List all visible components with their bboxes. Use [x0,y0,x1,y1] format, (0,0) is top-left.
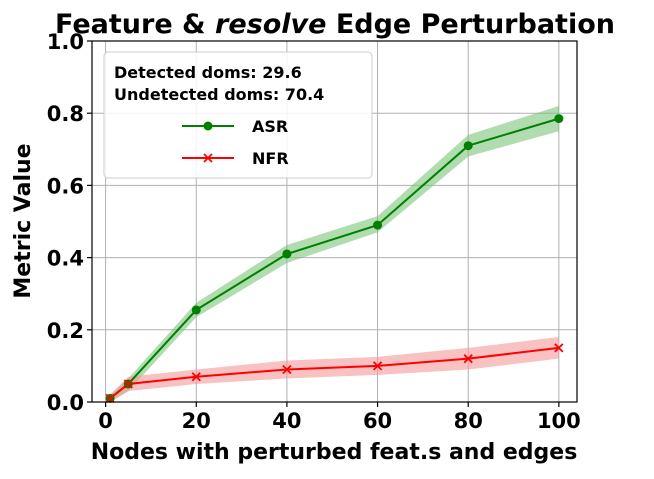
y-axis-ticks: 0.0 0.2 0.4 0.6 0.8 1.0 [47,30,92,415]
confidence-bands [110,105,559,402]
asr-point-3 [282,249,292,259]
x-tick-label-0: 0 [98,409,113,433]
y-tick-label-1: 0.2 [47,319,84,343]
legend-box [103,51,373,179]
asr-point-5 [463,141,473,151]
nfr-point-5 [463,354,473,364]
legend-nfr-label: NFR [252,149,289,168]
y-tick-label-5: 1.0 [47,30,84,54]
x-axis-ticks: 0 20 40 60 80 100 [98,402,581,433]
asr-point-2 [191,305,201,315]
nfr-band [110,337,559,402]
legend-nfr-marker [203,153,213,163]
legend-note-undetected: Undetected doms: 70.4 [114,85,324,104]
legend-note-detected: Detected doms: 29.6 [114,63,302,82]
asr-band [110,105,559,402]
y-axis-label: Metric Value [11,143,36,298]
x-tick-label-2: 40 [272,409,301,433]
legend: Detected doms: 29.6 Undetected doms: 70.… [103,51,373,179]
y-tick-label-0: 0.0 [47,391,84,415]
y-tick-label-4: 0.8 [47,102,84,126]
x-axis-label: Nodes with perturbed feat.s and edges [91,440,578,465]
legend-asr-marker [203,121,213,131]
x-tick-label-5: 100 [537,409,581,433]
x-tick-label-1: 20 [182,409,211,433]
x-tick-label-4: 80 [454,409,483,433]
nfr-point-6 [554,343,564,353]
series-markers [105,114,564,404]
plot-frame [91,40,578,403]
nfr-point-2 [191,372,201,382]
asr-point-4 [373,220,383,230]
nfr-point-1 [123,379,133,389]
y-tick-label-3: 0.6 [47,174,84,198]
asr-point-6 [554,114,564,124]
legend-asr-label: ASR [252,117,288,136]
nfr-point-0 [105,393,115,404]
nfr-point-4 [372,361,383,371]
nfr-point-3 [282,364,292,375]
x-tick-label-3: 60 [363,409,392,433]
y-tick-label-2: 0.4 [47,247,84,271]
chart-title: Feature & resolve Edge Perturbation [55,9,615,40]
